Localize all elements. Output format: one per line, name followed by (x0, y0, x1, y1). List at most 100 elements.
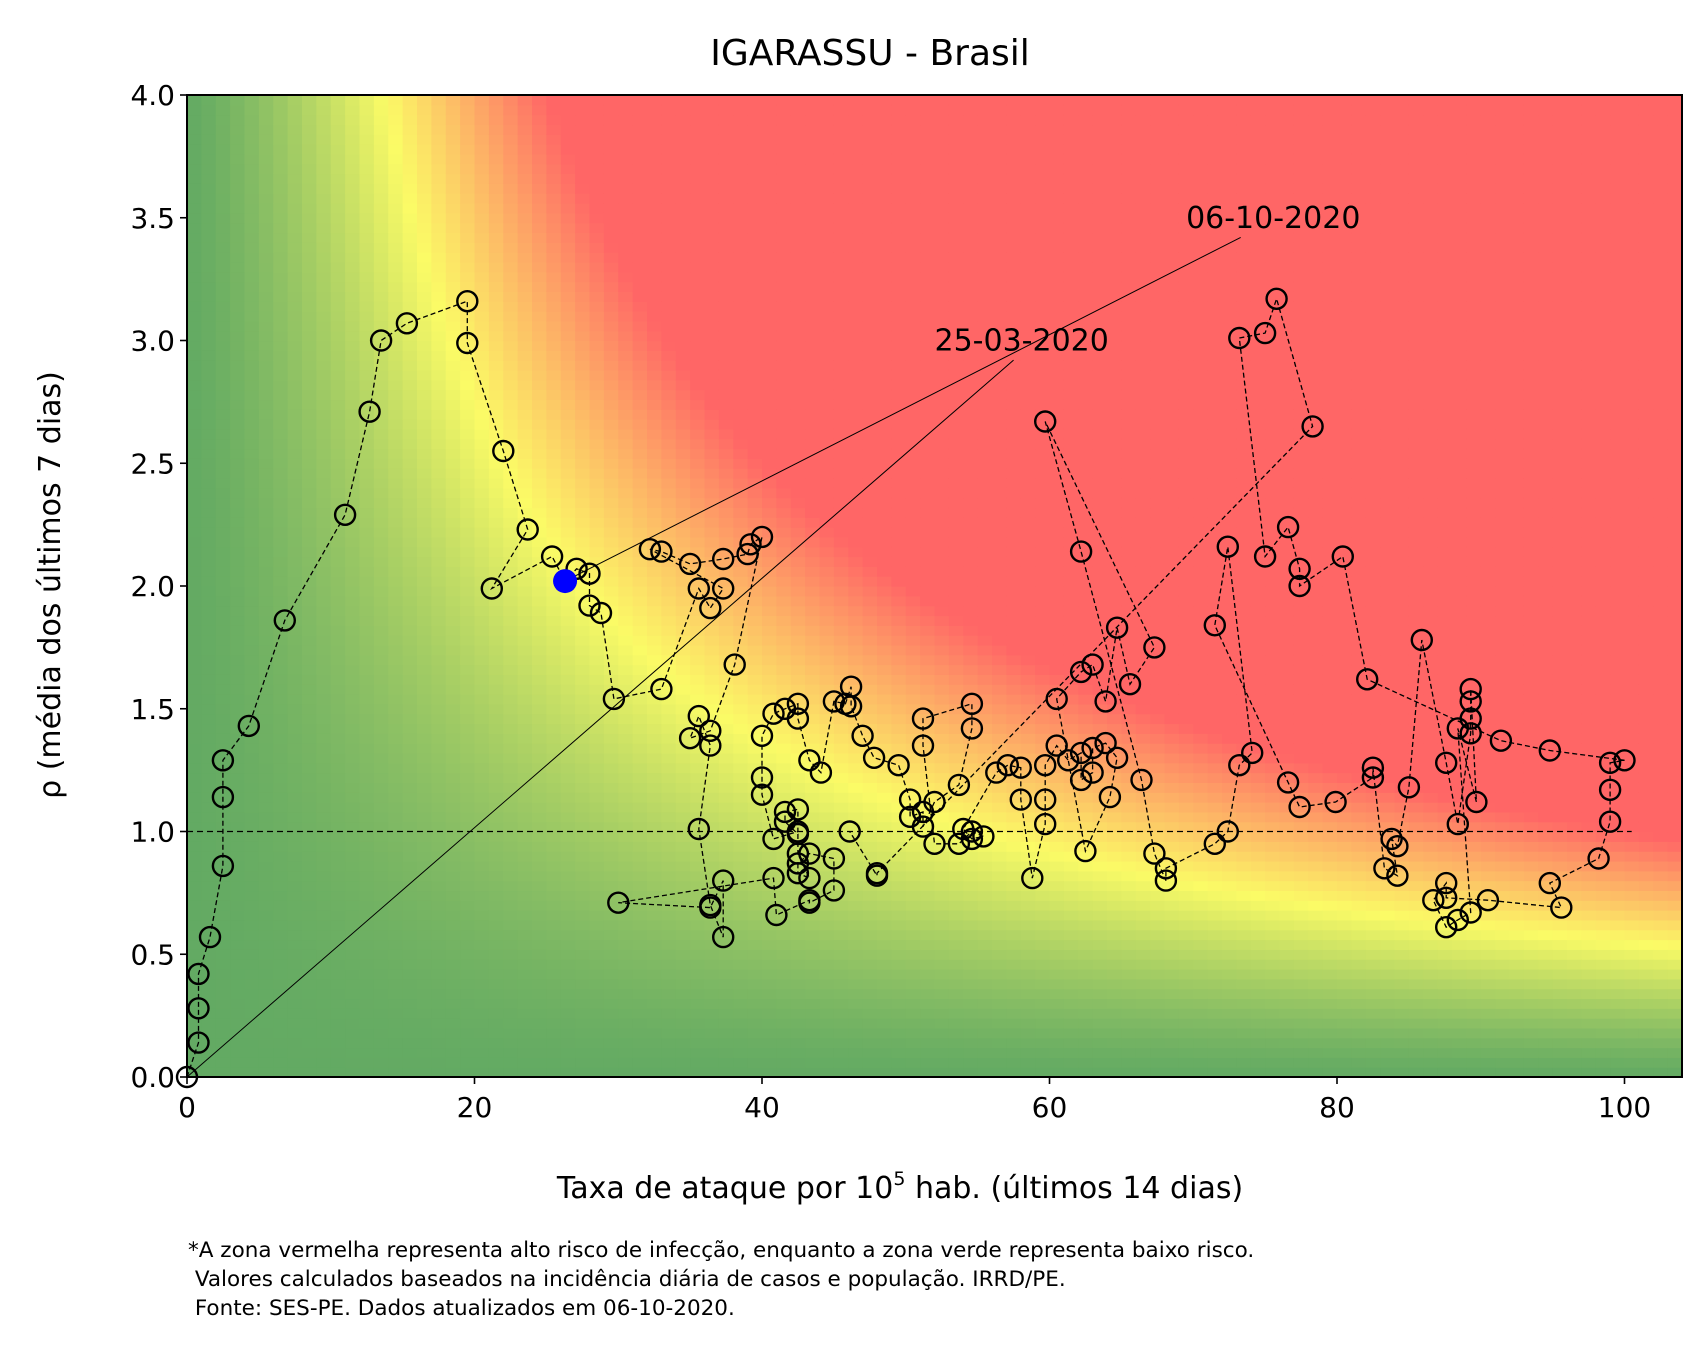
heatmap-cell (675, 409, 691, 420)
heatmap-cell (618, 212, 634, 224)
heatmap-cell (589, 625, 605, 636)
heatmap-cell (891, 212, 907, 224)
heatmap-cell (603, 232, 619, 243)
heatmap-cell (474, 477, 490, 489)
heatmap-cell (632, 203, 648, 214)
heatmap-cell (690, 752, 706, 764)
heatmap-cell (445, 890, 461, 901)
heatmap-cell (503, 487, 519, 499)
heatmap-cell (517, 831, 533, 842)
heatmap-cell (388, 664, 404, 675)
heatmap-cell (661, 644, 677, 656)
heatmap-cell (603, 959, 619, 970)
heatmap-cell (187, 890, 202, 901)
heatmap-cell (776, 939, 792, 950)
heatmap-cell (359, 762, 375, 774)
heatmap-cell (891, 605, 907, 617)
heatmap-cell (603, 399, 619, 410)
heatmap-cell (445, 497, 461, 509)
heatmap-cell (388, 1047, 404, 1058)
heatmap-cell (704, 517, 720, 528)
heatmap-cell (891, 978, 907, 990)
heatmap-cell (747, 409, 763, 420)
heatmap-cell (833, 517, 849, 528)
heatmap-cell (632, 723, 648, 734)
heatmap-cell (790, 890, 806, 901)
heatmap-cell (445, 507, 461, 518)
heatmap-cell (330, 674, 346, 685)
heatmap-cell (431, 124, 447, 135)
heatmap-cell (503, 163, 519, 175)
heatmap-cell (532, 988, 547, 1000)
heatmap-cell (215, 664, 231, 675)
heatmap-cell (402, 212, 418, 224)
heatmap-cell (647, 242, 662, 253)
heatmap-cell (373, 261, 389, 273)
heatmap-cell (733, 497, 749, 509)
heatmap-cell (704, 772, 720, 783)
heatmap-cell (647, 635, 662, 646)
heatmap-cell (488, 880, 504, 892)
heatmap-cell (287, 664, 303, 675)
heatmap-cell (862, 203, 878, 214)
heatmap-cell (488, 212, 504, 224)
heatmap-cell (575, 1047, 591, 1058)
heatmap-cell (273, 114, 289, 126)
heatmap-cell (287, 703, 303, 715)
heatmap-cell (345, 330, 361, 342)
heatmap-cell (417, 595, 432, 607)
heatmap-cell (747, 949, 763, 960)
heatmap-cell (517, 703, 533, 715)
heatmap-cell (417, 379, 432, 391)
heatmap-cell (258, 330, 274, 342)
heatmap-cell (417, 615, 432, 626)
heatmap-cell (503, 841, 519, 852)
heatmap-cell (589, 252, 605, 263)
heatmap-cell (762, 929, 777, 941)
heatmap-cell (258, 153, 274, 165)
heatmap-cell (718, 1057, 734, 1068)
heatmap-cell (661, 153, 677, 165)
heatmap-cell (388, 428, 404, 440)
heatmap-cell (690, 173, 706, 184)
heatmap-cell (575, 409, 591, 420)
heatmap-cell (632, 409, 648, 420)
heatmap-cell (877, 615, 892, 626)
heatmap-cell (417, 919, 432, 931)
heatmap-cell (244, 851, 260, 862)
heatmap-cell (690, 772, 706, 783)
heatmap-cell (790, 369, 806, 381)
heatmap-cell (833, 419, 849, 430)
heatmap-cell (273, 772, 289, 783)
heatmap-cell (747, 919, 763, 931)
heatmap-cell (359, 674, 375, 685)
heatmap-cell (302, 880, 317, 892)
heatmap-cell (373, 163, 389, 175)
heatmap-cell (546, 694, 562, 705)
heatmap-cell (445, 134, 461, 145)
heatmap-cell (589, 232, 605, 243)
heatmap-cell (273, 203, 289, 214)
heatmap-cell (258, 644, 274, 656)
heatmap-cell (230, 1057, 246, 1068)
heatmap-cell (819, 1018, 835, 1029)
heatmap-cell (316, 782, 332, 793)
heatmap-cell (287, 831, 303, 842)
heatmap-cell (488, 802, 504, 813)
heatmap-cell (316, 153, 332, 165)
heatmap-cell (805, 860, 821, 872)
heatmap-cell (230, 802, 246, 813)
heatmap-cell (517, 723, 533, 734)
heatmap-cell (862, 988, 878, 1000)
heatmap-cell (302, 271, 317, 283)
heatmap-cell (647, 271, 662, 283)
heatmap-cell (546, 360, 562, 371)
heatmap-cell (532, 890, 547, 901)
heatmap-cell (690, 595, 706, 607)
heatmap-cell (258, 232, 274, 243)
heatmap-cell (891, 311, 907, 322)
heatmap-cell (532, 811, 547, 823)
heatmap-cell (546, 566, 562, 577)
heatmap-cell (747, 232, 763, 243)
heatmap-cell (632, 684, 648, 695)
